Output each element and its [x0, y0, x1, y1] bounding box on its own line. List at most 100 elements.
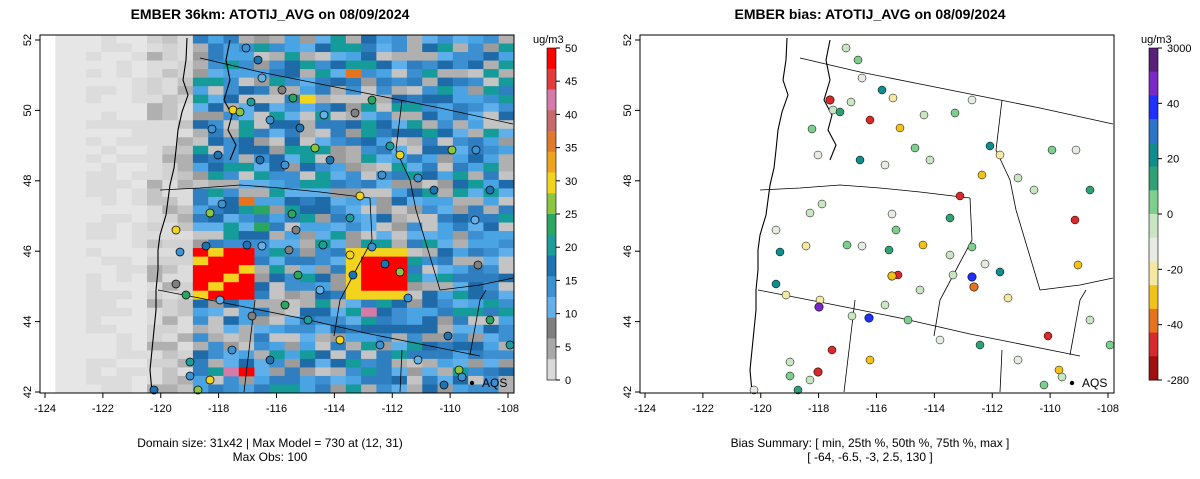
grid-cell	[162, 94, 179, 104]
grid-cell	[192, 341, 209, 351]
grid-cell	[208, 120, 224, 130]
grid-cell	[70, 222, 87, 232]
grid-cell	[147, 367, 163, 377]
grid-cell	[391, 307, 408, 317]
grid-cell	[101, 86, 117, 96]
grid-cell	[55, 205, 71, 215]
x-tick-label: -110	[1040, 403, 1061, 415]
grid-cell	[330, 299, 347, 309]
grid-cell	[55, 103, 71, 113]
grid-cell-high	[391, 273, 408, 283]
grid-cell	[452, 196, 469, 206]
grid-cell	[40, 265, 56, 275]
grid-cell	[192, 324, 209, 334]
grid-cell	[299, 375, 316, 385]
grid-cell	[238, 154, 255, 164]
y-tick-label: 46	[622, 245, 634, 257]
grid-cell	[70, 299, 87, 309]
grid-cell	[162, 145, 179, 155]
grid-cell	[330, 316, 347, 326]
grid-cell	[208, 324, 224, 334]
grid-cell	[192, 43, 209, 53]
grid-cell	[101, 282, 117, 292]
grid-cell	[452, 77, 469, 87]
grid-cell	[391, 77, 408, 87]
grid-cell	[437, 231, 454, 240]
grid-cell	[452, 35, 469, 44]
grid-cell	[284, 69, 301, 79]
grid-cell	[345, 350, 362, 360]
grid-cell	[376, 205, 393, 215]
grid-cell	[376, 324, 393, 334]
grid-cell	[437, 222, 454, 232]
site-marker	[429, 185, 439, 195]
grid-cell	[468, 86, 484, 96]
grid-cell	[55, 324, 71, 334]
grid-cell	[147, 145, 163, 155]
grid-cell	[192, 77, 209, 87]
grid-cell	[422, 43, 438, 53]
grid-cell	[147, 375, 163, 385]
grid-cell	[299, 69, 316, 79]
grid-cell	[361, 69, 377, 79]
site-marker	[201, 241, 211, 251]
mt-wy-border	[439, 277, 514, 291]
grid-cell-high	[223, 290, 240, 300]
grid-cell	[55, 154, 71, 164]
aqs-legend-label: AQS	[482, 376, 507, 390]
grid-cell	[437, 60, 454, 70]
grid-cell	[55, 256, 71, 266]
grid-cell	[147, 154, 163, 164]
grid-cell	[498, 145, 515, 155]
y-tick-label: 48	[22, 175, 34, 187]
grid-cell	[299, 154, 316, 164]
mt-wy-border	[1039, 277, 1114, 291]
grid-cell	[299, 162, 316, 172]
site-marker	[241, 43, 251, 53]
grid-cell	[85, 265, 102, 275]
grid-cell	[376, 137, 393, 147]
grid-cell	[55, 367, 71, 377]
grid-cell	[101, 239, 117, 249]
grid-cell	[70, 333, 87, 343]
grid-cell	[498, 103, 515, 113]
grid-cell	[269, 69, 286, 79]
grid-cell	[116, 324, 133, 334]
grid-cell	[131, 120, 148, 130]
grid-cell	[452, 179, 469, 189]
grid-cell	[162, 222, 179, 232]
y-tick-label: 52	[22, 34, 34, 46]
grid-cell	[269, 307, 286, 317]
grid-cell-high	[361, 282, 377, 292]
grid-cell	[361, 196, 377, 206]
grid-cell	[299, 248, 316, 258]
grid-cell-high	[238, 248, 255, 258]
grid-cell-high	[361, 248, 377, 258]
grid-cell	[299, 179, 316, 189]
grid-cell	[238, 222, 255, 232]
grid-cell	[116, 214, 133, 223]
grid-cell	[330, 222, 347, 232]
wa-or-border	[159, 184, 371, 199]
bias-site-marker	[995, 150, 1005, 160]
grid-cell	[345, 35, 362, 44]
y-tick-label: 44	[22, 315, 34, 327]
grid-cell	[376, 222, 393, 232]
grid-cell	[483, 86, 500, 96]
grid-cell	[345, 137, 362, 147]
bias-site-marker	[805, 208, 815, 218]
grid-cell	[162, 205, 179, 215]
grid-cell	[376, 367, 393, 377]
grid-cell	[269, 128, 286, 138]
grid-cell	[345, 231, 362, 240]
grid-cell	[468, 231, 484, 240]
grid-cell	[437, 111, 454, 121]
grid-cell	[40, 35, 56, 44]
grid-cell	[391, 299, 408, 309]
id-mt-border	[995, 99, 1041, 291]
grid-cell	[437, 367, 454, 377]
grid-cell	[131, 128, 148, 138]
x-tick-label: -108	[1097, 403, 1119, 415]
bias-site-marker	[895, 123, 905, 133]
grid-cell-high	[254, 222, 270, 232]
